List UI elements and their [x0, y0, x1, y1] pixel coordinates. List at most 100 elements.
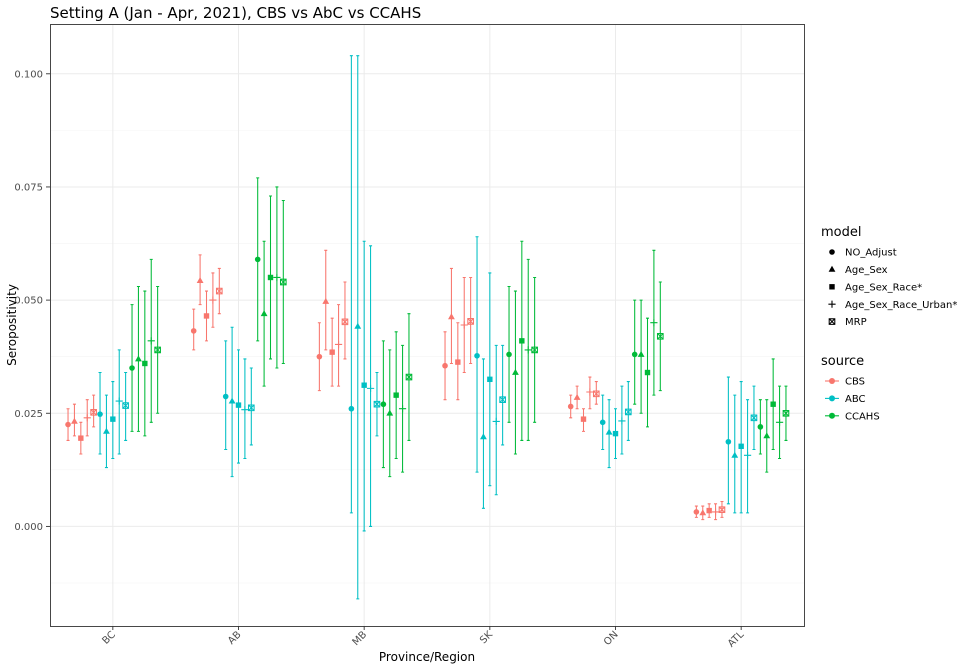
data-point: [637, 350, 645, 357]
data-point: [731, 451, 739, 458]
error-bar: [594, 381, 598, 405]
y-tick-label: 0.000: [14, 522, 43, 533]
legend-source-key: [829, 378, 835, 384]
legend-model-key: [828, 318, 836, 325]
y-tick-label: 0.075: [14, 182, 43, 193]
data-point: [110, 416, 116, 422]
legend-model-key: [829, 249, 835, 255]
data-point: [492, 417, 500, 426]
data-point: [644, 369, 651, 376]
data-point: [103, 427, 110, 434]
legend-model-key: [829, 284, 835, 290]
data-point: [743, 451, 752, 459]
data-point: [650, 319, 658, 327]
legend: model source NO_Adjust Age_Sex Age_Sex_Rac…: [821, 225, 957, 422]
error-bar: [501, 344, 505, 446]
legend-source-label: CCAHS: [845, 411, 880, 422]
data-point: [83, 414, 91, 422]
axes: 0.000 0.025 0.050 0.075 0.100 BC AB MB SK ON ATL: [14, 69, 746, 649]
grid: [50, 24, 804, 626]
data-point: [135, 355, 142, 362]
data-point: [122, 402, 129, 409]
series-ccahs-age-sex-race: [142, 195, 776, 460]
legend-source-key: [829, 395, 835, 402]
data-point: [599, 419, 606, 426]
legend-source-title: source: [821, 354, 864, 369]
data-point: [725, 438, 732, 445]
data-point: [273, 273, 281, 282]
data-point: [750, 414, 758, 422]
error-bar: [349, 55, 353, 514]
series-ccahs-mrp: [154, 200, 790, 441]
data-point: [71, 417, 78, 424]
legend-model-label: Age_Sex_Race_Urban*: [845, 300, 957, 311]
data-point: [711, 508, 720, 516]
data-point: [775, 418, 784, 426]
data-point: [763, 432, 771, 439]
data-point: [373, 400, 381, 408]
series-ccahs-age-sex: [135, 240, 771, 478]
data-point: [448, 313, 455, 320]
data-point: [592, 390, 600, 398]
data-point: [386, 409, 394, 416]
legend-model-key: [828, 300, 836, 308]
data-point: [699, 509, 707, 516]
legend-model-label: MRP: [845, 317, 867, 328]
data-point: [196, 277, 204, 284]
error-bar: [343, 281, 347, 360]
data-point: [706, 507, 712, 514]
data-point: [474, 352, 480, 359]
plot-panel-border: [50, 24, 805, 627]
legend-source-key: [829, 412, 835, 419]
data-point: [90, 409, 97, 416]
x-tick-label: ATL: [726, 629, 747, 650]
x-tick-label: AB: [226, 629, 244, 647]
data-point: [65, 421, 71, 428]
series-ccahs-age-sex-race-urban: [147, 186, 784, 473]
y-tick-label: 0.025: [14, 409, 43, 420]
error-bar: [626, 381, 630, 441]
data-point: [612, 430, 619, 437]
data-point: [460, 321, 468, 329]
series-ccahs-no-adjust: [129, 177, 764, 469]
data-point: [757, 424, 764, 430]
series-abc-age-sex-race-urban: [115, 245, 752, 527]
data-point: [147, 337, 155, 345]
data-point: [222, 393, 229, 400]
error-bar: [92, 394, 96, 428]
data-point: [316, 353, 323, 360]
y-tick-label: 0.100: [14, 69, 43, 80]
data-point: [573, 393, 581, 400]
data-point: [480, 433, 487, 440]
series-cbs-age-sex: [71, 249, 707, 521]
data-point: [455, 359, 461, 365]
data-points: [65, 55, 790, 600]
data-point: [738, 443, 744, 450]
legend-model-title: model: [821, 225, 861, 240]
legend-model-label: NO_Adjust: [845, 248, 897, 259]
data-point: [209, 296, 217, 304]
series-abc-mrp: [122, 344, 758, 450]
data-point: [154, 346, 161, 354]
data-point: [215, 287, 223, 295]
data-point: [718, 506, 726, 513]
data-point: [506, 351, 512, 358]
legend-source-label: CBS: [845, 377, 865, 388]
x-tick-label: ON: [602, 629, 621, 648]
y-tick-label: 0.050: [14, 296, 43, 307]
data-point: [631, 351, 638, 358]
data-point: [580, 416, 587, 422]
data-point: [115, 397, 123, 405]
series-cbs-mrp: [90, 267, 726, 518]
data-point: [512, 368, 519, 375]
data-point: [586, 388, 594, 396]
data-point: [334, 340, 343, 349]
series-cbs-no-adjust: [65, 308, 700, 518]
chart-title: Setting A (Jan - Apr, 2021), CBS vs AbC …: [50, 4, 421, 22]
x-tick-label: BC: [101, 629, 118, 646]
data-point: [348, 405, 355, 412]
data-point: [279, 278, 287, 286]
error-bar: [124, 372, 128, 441]
data-point: [487, 376, 493, 383]
